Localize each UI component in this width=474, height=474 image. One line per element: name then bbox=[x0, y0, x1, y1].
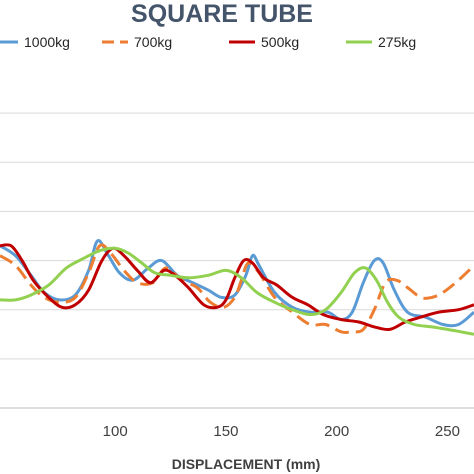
series-lines bbox=[0, 239, 474, 336]
series-line-275kg bbox=[0, 246, 474, 336]
x-tick-label: 200 bbox=[324, 423, 349, 440]
gridlines bbox=[0, 112, 474, 409]
x-tick-label: 100 bbox=[103, 423, 128, 440]
legend-label: 700kg bbox=[134, 34, 172, 50]
series-line-1000kg bbox=[0, 239, 474, 328]
series-line-500kg bbox=[0, 243, 474, 332]
series-line-700kg bbox=[0, 243, 474, 334]
x-axis-ticks: 100 150 200 250 bbox=[103, 423, 460, 440]
chart-title: SQUARE TUBE bbox=[131, 0, 313, 28]
legend: 1000kg 700kg 500kg 275kg bbox=[0, 34, 416, 50]
legend-label: 275kg bbox=[378, 34, 416, 50]
legend-label: 500kg bbox=[261, 34, 299, 50]
x-tick-label: 150 bbox=[213, 423, 238, 440]
legend-label: 1000kg bbox=[24, 34, 70, 50]
x-tick-label: 250 bbox=[435, 423, 460, 440]
x-axis-label: DISPLACEMENT (mm) bbox=[172, 456, 321, 472]
